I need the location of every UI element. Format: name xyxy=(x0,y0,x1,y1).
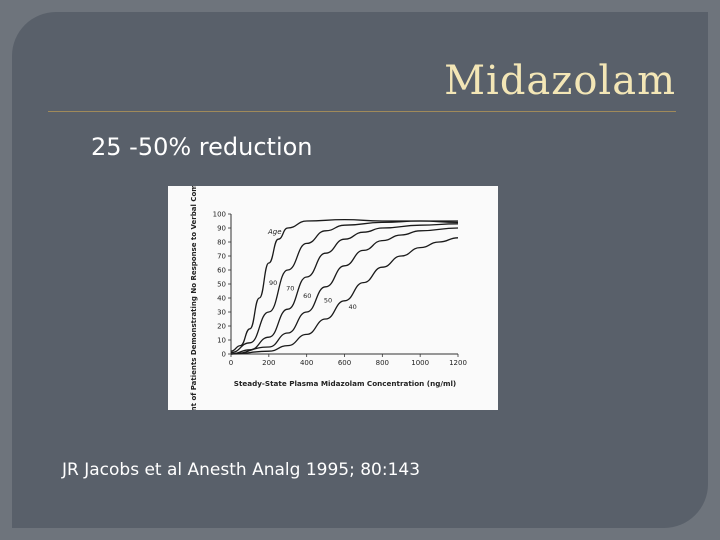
chart-x-tick-label: 1200 xyxy=(449,359,467,367)
chart-x-tick-label: 200 xyxy=(262,359,275,367)
chart-series-label-40: 40 xyxy=(349,303,357,311)
chart-y-tick-label: 20 xyxy=(217,322,226,330)
chart-x-axis-label: Steady-State Plasma Midazolam Concentrat… xyxy=(234,379,456,388)
chart-y-tick-label: 10 xyxy=(217,336,226,344)
chart-x-tick-label: 800 xyxy=(376,359,389,367)
chart-series-line-40 xyxy=(230,237,459,355)
chart-series-label-60: 60 xyxy=(303,292,311,300)
chart-x-tick-label: 1000 xyxy=(411,359,429,367)
chart-y-tick-label: 60 xyxy=(217,266,226,274)
chart-y-tick-label: 70 xyxy=(217,252,226,260)
chart-series-line-70 xyxy=(230,220,458,354)
chart-series-line-60 xyxy=(230,223,459,355)
title-divider xyxy=(48,111,676,112)
chart-legend-title: Age xyxy=(267,228,282,236)
chart-x-tick-label: 400 xyxy=(300,359,313,367)
chart-series-label-50: 50 xyxy=(324,296,332,304)
chart-y-tick-label: 90 xyxy=(217,224,226,232)
chart-series-line-90 xyxy=(230,218,459,352)
slide-title: Midazolam xyxy=(444,58,676,104)
chart-y-tick-label: 80 xyxy=(217,238,226,246)
chart-y-tick-label: 100 xyxy=(213,210,226,218)
chart-series-label-70: 70 xyxy=(286,285,294,293)
chart-x-tick-label: 600 xyxy=(338,359,351,367)
chart-y-tick-label: 40 xyxy=(217,294,226,302)
chart-y-tick-label: 0 xyxy=(222,350,226,358)
chart-series-label-90: 90 xyxy=(269,279,277,287)
chart-y-axis-label: Percent of Patients Demonstrating No Res… xyxy=(190,186,198,410)
citation-text: JR Jacobs et al Anesth Analg 1995; 80:14… xyxy=(62,460,421,480)
chart-x-tick-label: 0 xyxy=(229,359,233,367)
slide-subtitle: 25 -50% reduction xyxy=(91,133,313,161)
chart-series-line-50 xyxy=(230,227,459,355)
chart-y-tick-label: 30 xyxy=(217,308,226,316)
chart-y-tick-label: 50 xyxy=(217,280,226,288)
chart-figure: 90 70 60 50 40 0 10 20 30 40 50 60 70 80 90 100 0 200 400… xyxy=(168,186,498,410)
